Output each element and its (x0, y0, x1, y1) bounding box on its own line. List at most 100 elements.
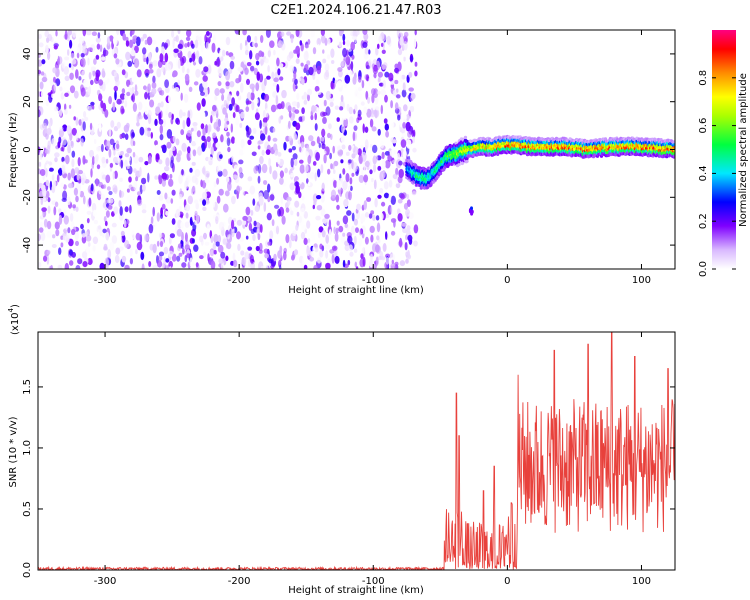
heatmap-cell (63, 209, 67, 216)
heatmap-cell (119, 133, 123, 140)
heatmap-cell (181, 262, 187, 268)
heatmap-cell (185, 212, 189, 219)
heatmap-cell (107, 205, 113, 210)
heatmap-cell (369, 259, 374, 268)
heatmap-cell (71, 150, 76, 158)
heatmap-cell (360, 101, 365, 106)
heatmap-cell (316, 257, 322, 264)
heatmap-cell (269, 194, 275, 201)
heatmap-cell (361, 80, 365, 89)
heatmap-cell (381, 151, 385, 160)
heatmap-cell (269, 230, 274, 240)
heatmap-cell (287, 220, 290, 230)
heatmap-cell (69, 85, 76, 94)
heatmap-cell (210, 260, 216, 269)
heatmap-cell (220, 251, 226, 259)
heatmap-cell (51, 244, 57, 248)
heatmap-cell (353, 162, 358, 173)
heatmap-cell (176, 255, 181, 262)
heatmap-cell (252, 234, 256, 242)
heatmap-cell (342, 47, 348, 58)
heatmap-cell (364, 47, 369, 55)
heatmap-cell (161, 178, 166, 187)
heatmap-cell (93, 139, 97, 144)
heatmap-cell (340, 60, 345, 67)
heatmap-cell (184, 221, 190, 228)
heatmap-cell (40, 232, 46, 241)
heatmap-cell (342, 259, 346, 268)
heatmap-cell (403, 203, 409, 210)
heatmap-cell (218, 258, 224, 264)
heatmap-cell (126, 188, 130, 193)
heatmap-cell (79, 190, 85, 198)
heatmap-cell (61, 137, 67, 146)
heatmap-cell (321, 128, 326, 137)
heatmap-cell (201, 135, 206, 142)
heatmap-cell (152, 265, 158, 269)
heatmap-cell (58, 214, 63, 225)
heatmap-cell (363, 106, 368, 114)
colorbar-tick-label: 0.0 (698, 261, 709, 277)
heatmap-cell (414, 30, 417, 36)
heatmap-cell (160, 31, 165, 41)
heatmap-cell (168, 250, 174, 258)
heatmap-cell (139, 126, 145, 136)
heatmap-cell (382, 79, 386, 89)
heatmap-cell (246, 62, 252, 67)
heatmap-cell (232, 174, 238, 179)
heatmap-cell (402, 122, 406, 129)
heatmap-cell (312, 161, 317, 166)
heatmap-cell (334, 255, 340, 264)
heatmap-cell (182, 112, 186, 117)
heatmap-cell (348, 106, 353, 115)
heatmap-cell (280, 115, 284, 120)
heatmap-cell (191, 53, 196, 62)
heatmap-cell (316, 44, 320, 51)
heatmap-cell (273, 143, 278, 151)
heatmap-cell (233, 164, 239, 172)
heatmap-cell (395, 182, 401, 189)
heatmap-cell (98, 187, 103, 195)
heatmap-cell (199, 255, 204, 260)
heatmap-cell (243, 75, 247, 86)
heatmap-cells (38, 30, 675, 269)
heatmap-cell (296, 101, 300, 109)
heatmap-cell (40, 71, 45, 76)
heatmap-cell (46, 127, 52, 135)
heatmap-cell (299, 40, 303, 46)
heatmap-cell (85, 234, 92, 242)
heatmap-cell (131, 76, 137, 83)
heatmap-cell (67, 183, 74, 189)
heatmap-cell (122, 33, 126, 41)
heatmap-cell (48, 167, 54, 172)
heatmap-cell (91, 104, 95, 110)
heatmap-cell (86, 210, 92, 215)
heatmap-cell (349, 116, 354, 124)
heatmap-cell (264, 108, 269, 118)
heatmap-cell (134, 84, 138, 92)
heatmap-cell (403, 31, 409, 38)
heatmap-cell (255, 60, 260, 66)
heatmap-cell (59, 86, 63, 92)
heatmap-cell (73, 187, 78, 196)
heatmap-cell (53, 76, 56, 83)
heatmap-cell (130, 49, 136, 57)
heatmap-cell (267, 183, 271, 193)
heatmap-cell (108, 96, 112, 105)
heatmap-cell (129, 248, 133, 257)
snr-multiplier-text: (x10 (10, 312, 21, 335)
heatmap-cell (135, 249, 138, 255)
heatmap-cell (262, 117, 268, 124)
heatmap-cell (39, 221, 43, 229)
heatmap-cell (384, 71, 390, 78)
heatmap-cell (38, 119, 41, 129)
heatmap-cell (135, 36, 141, 47)
heatmap-cell (253, 220, 257, 227)
heatmap-cell (303, 264, 308, 269)
heatmap-cell (105, 210, 110, 218)
heatmap-cell (320, 164, 324, 174)
heatmap-cell (255, 245, 260, 252)
heatmap-cell (57, 168, 63, 175)
heatmap-cell (76, 173, 80, 181)
heatmap-cell (287, 105, 292, 113)
